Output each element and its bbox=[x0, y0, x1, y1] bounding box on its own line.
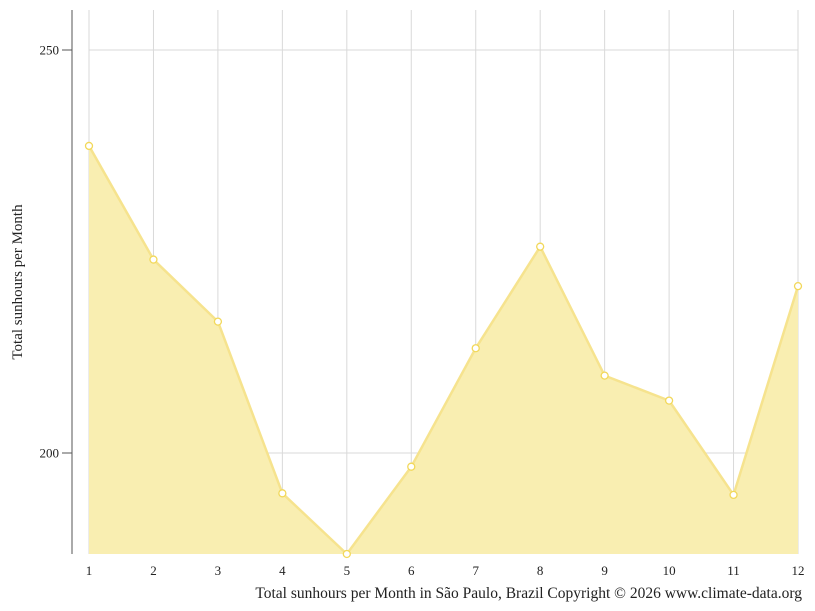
y-tick-label: 200 bbox=[40, 446, 60, 461]
x-tick-label: 9 bbox=[601, 563, 608, 578]
data-point[interactable] bbox=[536, 242, 545, 251]
area-layer bbox=[87, 145, 800, 556]
y-ticks: 200 250 bbox=[40, 43, 72, 461]
x-tick-label: 8 bbox=[537, 563, 544, 578]
data-point[interactable] bbox=[471, 344, 480, 353]
x-tick-label: 4 bbox=[279, 563, 286, 578]
data-point[interactable] bbox=[600, 371, 609, 380]
data-point[interactable] bbox=[213, 317, 223, 326]
x-tick-label: 10 bbox=[663, 563, 676, 578]
x-tick-label: 12 bbox=[792, 563, 805, 578]
series-line bbox=[87, 145, 800, 556]
x-tick-label: 1 bbox=[86, 563, 93, 578]
data-point[interactable] bbox=[149, 255, 158, 264]
x-tick-label: 5 bbox=[344, 563, 351, 578]
y-tick-label: 250 bbox=[40, 43, 60, 58]
x-tick-label: 7 bbox=[472, 563, 479, 578]
data-point[interactable] bbox=[407, 462, 416, 471]
x-tick-label: 11 bbox=[727, 563, 740, 578]
data-point[interactable] bbox=[84, 141, 94, 151]
data-point[interactable] bbox=[729, 490, 738, 500]
x-tick-label: 3 bbox=[215, 563, 222, 578]
x-ticks: 1 2 3 4 5 6 7 8 9 10 11 12 bbox=[86, 563, 805, 578]
area-fill bbox=[89, 145, 798, 554]
data-points bbox=[84, 141, 803, 559]
y-axis-title: Total sunhours per Month bbox=[10, 204, 26, 360]
chart-caption: Total sunhours per Month in São Paulo, B… bbox=[255, 585, 802, 602]
data-point[interactable] bbox=[278, 489, 287, 498]
data-point[interactable] bbox=[342, 549, 351, 559]
x-tick-label: 2 bbox=[150, 563, 157, 578]
x-tick-label: 6 bbox=[408, 563, 415, 578]
data-point[interactable] bbox=[793, 282, 803, 291]
data-point[interactable] bbox=[664, 396, 674, 405]
